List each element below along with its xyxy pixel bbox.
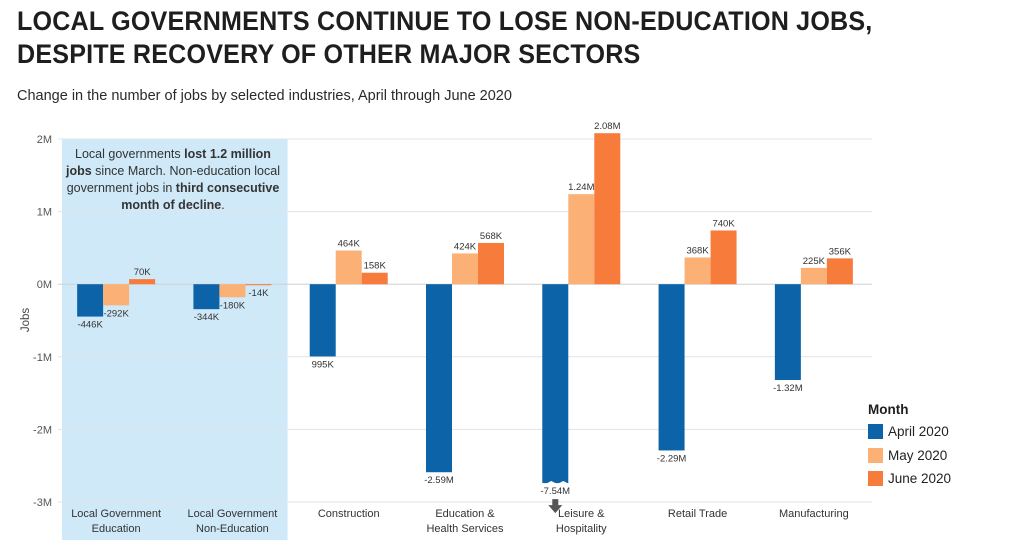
legend-swatch-may <box>868 447 883 463</box>
x-category-label: Leisure & <box>558 508 605 520</box>
y-tick-label: 1M <box>37 207 52 219</box>
bar-education-health-services-june-2020 <box>478 242 504 285</box>
data-label-local-government-education-may-2020: -292K <box>103 308 129 319</box>
annotation-text-3: . <box>221 198 225 212</box>
bar-manufacturing-april-2020 <box>774 284 801 381</box>
y-tick-label: 2M <box>37 134 52 146</box>
legend-item-june: June 2020 <box>868 467 951 491</box>
chart-title: LOCAL GOVERNMENTS CONTINUE TO LOSE NON-E… <box>17 5 928 71</box>
data-label-leisure-hospitality-may-2020: 1.24M <box>568 182 594 193</box>
x-category-label: Local Government <box>71 508 161 520</box>
y-tick-label: -1M <box>33 352 52 364</box>
legend-swatch-june <box>868 471 883 487</box>
bar-local-government-education-april-2020 <box>77 284 104 317</box>
legend-swatch-april <box>868 424 883 440</box>
down-arrow-icon <box>548 499 563 514</box>
data-label-education-health-services-may-2020: 424K <box>454 241 477 252</box>
annotation-text-1: Local governments <box>75 147 185 161</box>
annotation-bold-1: lost 1.2 million jobs <box>66 147 271 178</box>
data-label-leisure-hospitality-april-2020: -7.54M <box>540 486 570 497</box>
y-tick-label: -2M <box>33 424 52 436</box>
data-label-retail-trade-may-2020: 368K <box>686 245 709 256</box>
legend-item-may: May 2020 <box>868 444 951 468</box>
bar-retail-trade-april-2020 <box>658 284 685 451</box>
bar-retail-trade-may-2020 <box>684 257 711 285</box>
bar-leisure-hospitality-june-2020 <box>594 133 621 285</box>
x-category-label: Non-Education <box>196 523 269 535</box>
x-category-label: Manufacturing <box>779 508 849 520</box>
data-label-construction-april-2020: 995K <box>312 359 335 370</box>
x-category-label: Hospitality <box>556 523 607 535</box>
data-label-leisure-hospitality-june-2020: 2.08M <box>594 121 620 132</box>
bar-construction-june-2020 <box>361 272 388 285</box>
data-label-local-government-non-education-april-2020: -344K <box>194 312 220 323</box>
data-label-education-health-services-april-2020: -2.59M <box>424 475 454 486</box>
annotation-text-2: since March. Non-education local governm… <box>66 164 280 195</box>
data-label-construction-june-2020: 158K <box>364 261 387 272</box>
data-label-manufacturing-april-2020: -1.32M <box>773 383 803 394</box>
axis-break-marker <box>537 481 574 487</box>
bar-retail-trade-june-2020 <box>710 230 737 285</box>
data-label-local-government-education-april-2020: -446K <box>77 320 103 331</box>
bar-local-government-education-may-2020 <box>103 284 130 306</box>
y-tick-label: -3M <box>33 497 52 509</box>
bar-local-government-non-education-may-2020 <box>219 284 246 298</box>
x-category-label: Education & <box>435 508 495 520</box>
bar-construction-may-2020 <box>335 250 362 285</box>
highlight-band <box>62 139 288 540</box>
y-axis-title: Jobs <box>20 308 32 333</box>
bar-leisure-hospitality-may-2020 <box>568 194 595 285</box>
bar-education-health-services-april-2020 <box>426 284 452 473</box>
legend-label-june: June 2020 <box>888 471 952 487</box>
data-label-local-government-education-june-2020: 70K <box>134 267 152 278</box>
chart-subtitle: Change in the number of jobs by selected… <box>17 88 512 104</box>
data-label-retail-trade-april-2020: -2.29M <box>657 453 687 464</box>
x-category-label: Construction <box>318 508 380 520</box>
legend-label-may: May 2020 <box>888 447 948 463</box>
x-category-label: Local Government <box>187 508 277 520</box>
data-label-local-government-non-education-may-2020: -180K <box>220 300 246 311</box>
x-category-label: Health Services <box>426 523 504 535</box>
bar-education-health-services-may-2020 <box>452 253 478 285</box>
bar-local-government-non-education-june-2020 <box>245 284 272 286</box>
annotation-bold-2: third consecutive month of decline <box>121 181 280 212</box>
bar-manufacturing-june-2020 <box>826 258 853 285</box>
bar-manufacturing-may-2020 <box>800 267 827 285</box>
data-label-education-health-services-june-2020: 568K <box>480 231 503 242</box>
data-label-manufacturing-may-2020: 225K <box>803 256 826 267</box>
chart-title-line-1: LOCAL GOVERNMENTS CONTINUE TO LOSE NON-E… <box>17 6 873 36</box>
annotation-note: Local governments lost 1.2 million jobs … <box>62 146 284 214</box>
x-category-label: Education <box>92 523 141 535</box>
bar-local-government-education-june-2020 <box>129 279 156 285</box>
legend-label-april: April 2020 <box>888 424 949 440</box>
data-label-local-government-non-education-june-2020: -14K <box>248 288 269 299</box>
legend-title: Month <box>868 402 909 417</box>
bar-leisure-hospitality-april-2020 <box>542 284 569 484</box>
chart-title-line-2: DESPITE RECOVERY OF OTHER MAJOR SECTORS <box>17 39 641 69</box>
data-label-construction-may-2020: 464K <box>338 239 361 250</box>
y-tick-label: 0M <box>37 279 52 291</box>
bar-local-government-non-education-april-2020 <box>193 284 220 310</box>
data-label-manufacturing-june-2020: 356K <box>829 246 852 257</box>
legend-item-april: April 2020 <box>868 420 951 444</box>
bar-construction-april-2020 <box>309 284 336 357</box>
data-label-retail-trade-june-2020: 740K <box>712 218 735 229</box>
legend: Month April 2020 May 2020 June 2020 <box>868 402 951 491</box>
x-category-label: Retail Trade <box>668 508 727 520</box>
